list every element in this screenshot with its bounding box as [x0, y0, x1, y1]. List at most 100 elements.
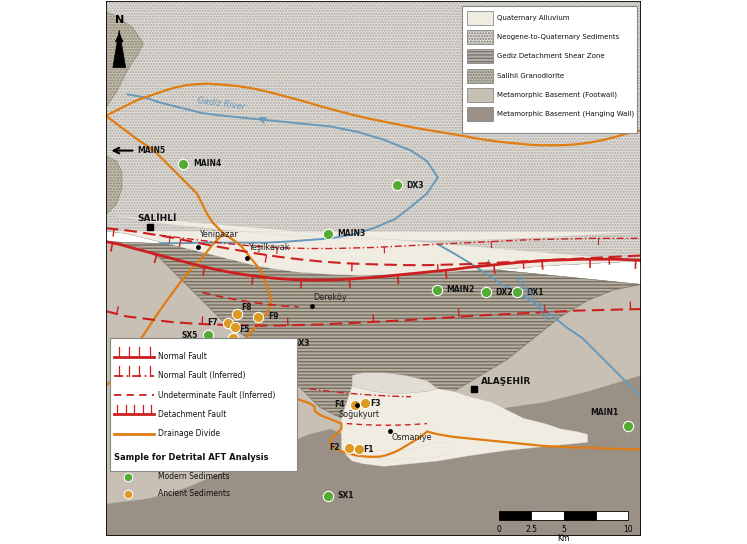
Text: Alaşehir River: Alaşehir River [511, 271, 552, 324]
Text: Modern Sediments: Modern Sediments [158, 472, 230, 481]
Text: Dereköy: Dereköy [313, 293, 347, 302]
Text: ALAŞEHİR: ALAŞEHİR [480, 376, 531, 386]
Text: F8: F8 [241, 303, 252, 312]
Text: DX2: DX2 [495, 288, 513, 297]
Text: Quaternary Alluvium: Quaternary Alluvium [498, 15, 570, 21]
Text: Osmaniye: Osmaniye [391, 433, 432, 442]
Point [285, 400, 297, 409]
Bar [467, 30, 493, 44]
Text: Metamorphic Basement (Hanging Wall): Metamorphic Basement (Hanging Wall) [498, 111, 634, 118]
Bar [462, 6, 637, 133]
Text: Ancient Sediments: Ancient Sediments [158, 489, 230, 498]
Polygon shape [106, 231, 641, 424]
Text: Detachment Fault: Detachment Fault [158, 410, 226, 419]
Bar [595, 511, 627, 520]
Text: F6: F6 [238, 340, 248, 349]
Point [480, 288, 492, 297]
Text: 5: 5 [561, 526, 566, 534]
Bar [531, 511, 563, 520]
Text: 2.5: 2.5 [525, 526, 537, 534]
Point [178, 159, 190, 168]
Text: F4: F4 [335, 400, 345, 409]
Text: MAIN5: MAIN5 [137, 146, 165, 155]
Polygon shape [106, 375, 641, 536]
Bar [467, 88, 493, 102]
Text: 0: 0 [497, 526, 502, 534]
Point [227, 333, 239, 342]
Text: Normal Fault: Normal Fault [158, 352, 207, 361]
Text: Yenipazar: Yenipazar [199, 230, 238, 239]
Polygon shape [106, 156, 122, 215]
Polygon shape [352, 373, 438, 394]
Text: SX4: SX4 [170, 368, 186, 377]
Polygon shape [341, 386, 588, 466]
Text: SX5: SX5 [182, 331, 198, 340]
Point [322, 229, 334, 238]
Polygon shape [363, 1, 641, 258]
Text: MAIN3: MAIN3 [338, 229, 366, 238]
Point [278, 339, 290, 348]
Polygon shape [113, 30, 125, 67]
Text: F7: F7 [208, 318, 218, 327]
Text: SX2: SX2 [264, 400, 281, 409]
Text: F1: F1 [363, 445, 374, 454]
Polygon shape [352, 442, 453, 460]
Point [353, 445, 365, 454]
Bar [499, 511, 531, 520]
Polygon shape [106, 242, 267, 493]
Polygon shape [106, 215, 641, 275]
Text: Neogene-to-Quaternary Sediments: Neogene-to-Quaternary Sediments [498, 34, 619, 40]
Text: Soğukyurt: Soğukyurt [338, 410, 379, 419]
Text: Yeşilkavak: Yeşilkavak [248, 243, 289, 252]
Polygon shape [427, 285, 641, 429]
Polygon shape [106, 242, 438, 504]
Point [190, 368, 202, 377]
Point [344, 443, 356, 452]
Point [359, 399, 371, 407]
Text: Drainage Divide: Drainage Divide [158, 429, 220, 438]
Point [322, 491, 334, 500]
Bar [563, 511, 595, 520]
Text: MAIN2: MAIN2 [446, 285, 474, 294]
Bar [110, 338, 297, 471]
Text: Gediz River: Gediz River [196, 96, 246, 112]
Bar [467, 107, 493, 121]
Text: Salihli Granodiorite: Salihli Granodiorite [498, 73, 564, 79]
Bar [467, 50, 493, 63]
Text: F5: F5 [240, 325, 250, 335]
Text: Gediz Detachment Shear Zone: Gediz Detachment Shear Zone [498, 53, 605, 59]
Text: Km: Km [557, 534, 570, 543]
Text: Normal Fault (Inferred): Normal Fault (Inferred) [158, 372, 246, 380]
Point [202, 331, 214, 339]
Text: 10: 10 [623, 526, 633, 534]
Text: SALİHLİ: SALİHLİ [137, 214, 176, 222]
Point [511, 288, 523, 297]
Text: SX1: SX1 [338, 491, 354, 500]
Text: F9: F9 [268, 312, 279, 321]
Point [349, 400, 361, 409]
Point [122, 472, 134, 481]
Text: Metamorphic Basement (Footwall): Metamorphic Basement (Footwall) [498, 91, 617, 98]
Text: MAIN4: MAIN4 [193, 159, 221, 169]
Point [222, 319, 234, 327]
Text: SX3: SX3 [294, 339, 310, 348]
Text: Sample for Detrital AFT Analysis: Sample for Detrital AFT Analysis [114, 453, 269, 462]
Point [122, 490, 134, 498]
Bar [467, 11, 493, 25]
Text: N: N [114, 15, 124, 25]
Point [229, 323, 241, 332]
Text: MAIN1: MAIN1 [590, 409, 618, 417]
Point [231, 310, 243, 318]
Text: F2: F2 [329, 443, 340, 452]
Text: DX1: DX1 [527, 288, 544, 297]
Text: Undeterminate Fault (Inferred): Undeterminate Fault (Inferred) [158, 391, 276, 400]
Point [252, 312, 264, 321]
Text: F3: F3 [370, 399, 380, 408]
Text: DX3: DX3 [406, 181, 424, 190]
Point [391, 181, 403, 190]
Point [431, 286, 443, 294]
Polygon shape [106, 1, 641, 275]
Bar [467, 69, 493, 83]
Polygon shape [106, 11, 143, 108]
Point [622, 422, 633, 431]
